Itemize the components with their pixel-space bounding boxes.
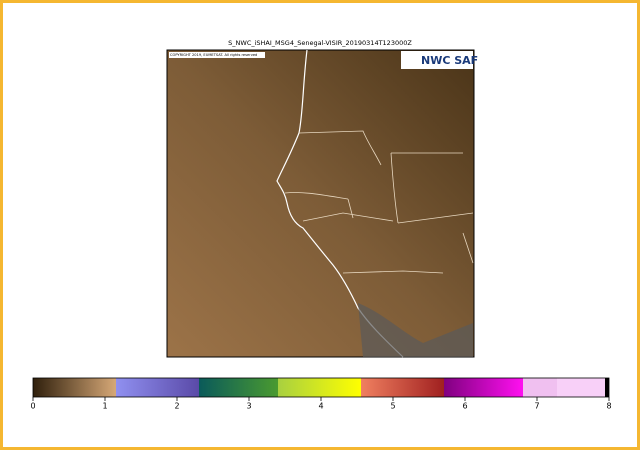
colorbar-tick-label: 6 [462,402,467,411]
logo: NWC SAF [421,54,478,67]
map: COPYRIGHT 2019, EUMETSAT. All rights res… [166,49,478,358]
colorbar-tick-label: 2 [174,402,179,411]
cloud [358,303,473,357]
colorbar-tick-label: 0 [30,402,35,411]
colorbar [32,377,610,398]
figure: S_NWC_iSHAI_MSG4_Senegal-VISIR_20190314T… [30,39,611,411]
border [284,130,474,274]
copyright: COPYRIGHT 2019, EUMETSAT. All rights res… [170,53,257,57]
colorbar-tick-label: 4 [318,402,323,411]
map-title: S_NWC_iSHAI_MSG4_Senegal-VISIR_20190314T… [228,39,412,47]
colorbar-tick-label: 7 [534,402,539,411]
colorbar-tick-label: 8 [606,402,611,411]
colorbar-tick-label: 3 [246,402,251,411]
coastline [276,49,404,358]
colorbar-tick-label: 1 [102,402,107,411]
colorbar-tick-label: 5 [390,402,395,411]
